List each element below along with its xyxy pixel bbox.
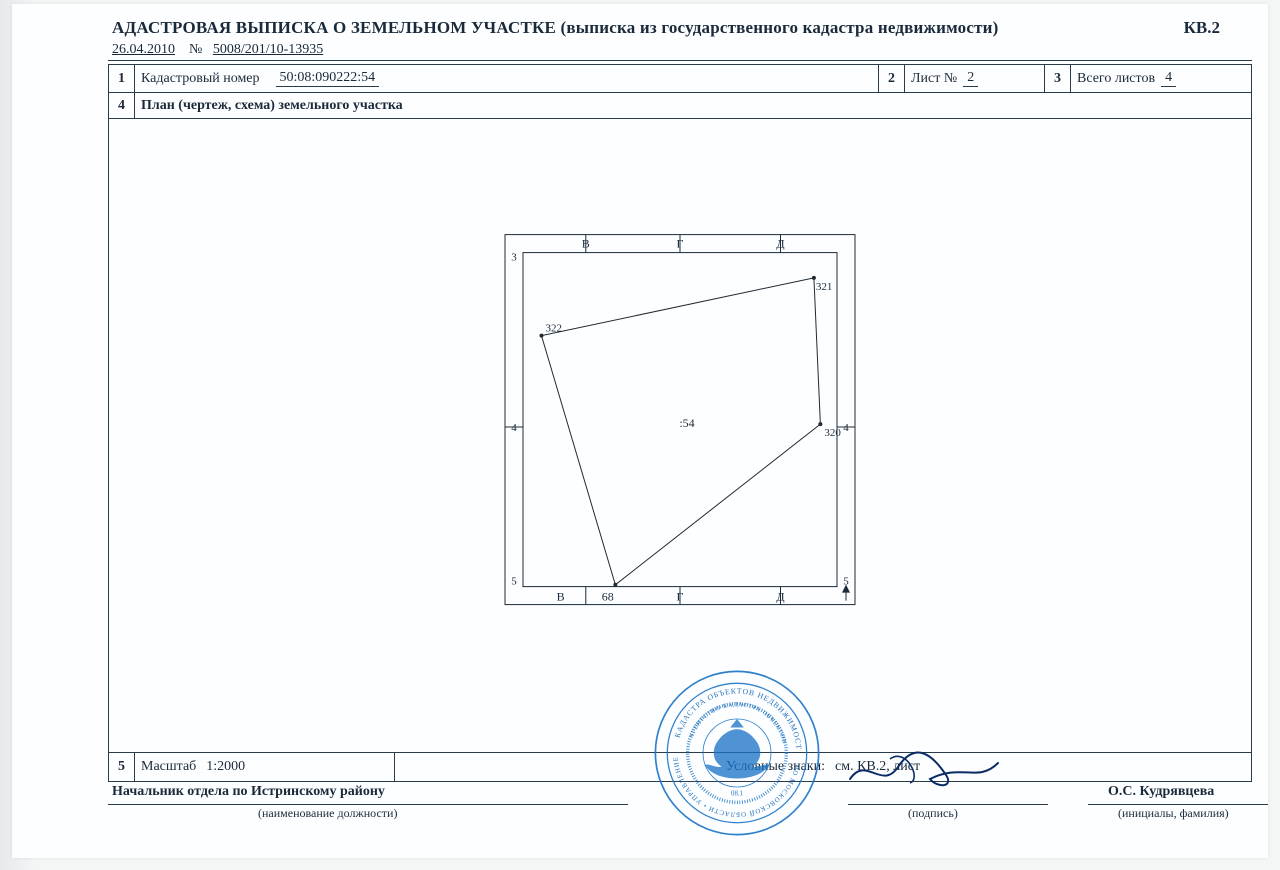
svg-text:Д: Д xyxy=(776,589,784,603)
row-plan-title: 4 План (чертеж, схема) земельного участк… xyxy=(109,93,1251,119)
sheet-label: Лист № xyxy=(911,71,957,87)
plan-svg: ВГДВ68ГД34545321320322:54 xyxy=(490,214,870,624)
document-header: АДАСТРОВАЯ ВЫПИСКА О ЗЕМЕЛЬНОМ УЧАСТКЕ (… xyxy=(112,18,1228,58)
title-main: АДАСТРОВАЯ ВЫПИСКА О ЗЕМЕЛЬНОМ УЧАСТКЕ xyxy=(112,18,556,37)
svg-text:Г: Г xyxy=(677,236,684,250)
ref-value: 5008/201/10-13935 xyxy=(213,42,323,57)
svg-text:Г: Г xyxy=(677,589,684,603)
row-cadastral: 1 Кадастровый номер 50:08:090222:54 2 Ли… xyxy=(109,65,1251,93)
svg-text::54: :54 xyxy=(679,416,694,430)
document-page: АДАСТРОВАЯ ВЫПИСКА О ЗЕМЕЛЬНОМ УЧАСТКЕ (… xyxy=(12,4,1268,858)
sign-caption: (подпись) xyxy=(908,806,958,821)
cad-value: 50:08:090222:54 xyxy=(276,70,380,87)
svg-text:Д: Д xyxy=(776,236,784,250)
plan-label: План (чертеж, схема) земельного участка xyxy=(135,93,1251,118)
form-code: КВ.2 xyxy=(1184,18,1220,38)
total-value: 4 xyxy=(1161,70,1176,87)
svg-text:322: 322 xyxy=(545,322,562,334)
signature-icon xyxy=(842,746,1002,796)
post-caption: (наименование должности) xyxy=(258,806,397,821)
title-paren: (выписка из государственного кадастра не… xyxy=(561,18,999,37)
scale-value: 1:2000 xyxy=(206,759,245,775)
scale-label: Масштаб xyxy=(141,759,196,775)
cell-n4: 4 xyxy=(109,93,135,118)
header-date: 26.04.2010 xyxy=(112,42,175,57)
name-caption: (инициалы, фамилия) xyxy=(1118,806,1229,821)
svg-text:5: 5 xyxy=(511,575,517,587)
total-label: Всего листов xyxy=(1077,71,1155,87)
post-title: Начальник отдела по Истринскому району xyxy=(112,784,385,800)
svg-text:68: 68 xyxy=(602,589,614,603)
svg-text:4: 4 xyxy=(843,422,849,434)
svg-text:3: 3 xyxy=(511,251,517,263)
cell-n1: 1 xyxy=(109,65,135,92)
svg-text:08.1: 08.1 xyxy=(731,791,743,798)
official-stamp-icon: КАДАСТРА ОБЪЕКТОВ НЕДВИЖИМОСТИ ПО МОСКОВ… xyxy=(652,668,822,838)
cell-n2: 2 xyxy=(879,65,905,92)
svg-text:321: 321 xyxy=(816,280,833,292)
cell-n3: 3 xyxy=(1045,65,1071,92)
cad-label: Кадастровый номер xyxy=(141,71,260,87)
svg-text:4: 4 xyxy=(511,422,517,434)
plan-area: ВГДВ68ГД34545321320322:54 xyxy=(109,119,1251,753)
svg-text:В: В xyxy=(582,236,590,250)
ref-label: № xyxy=(189,42,202,57)
svg-text:В: В xyxy=(557,589,565,603)
signer-name: О.С. Кудрявцева xyxy=(1108,784,1214,800)
sheet-value: 2 xyxy=(963,70,978,87)
svg-text:320: 320 xyxy=(824,427,841,439)
cell-n5: 5 xyxy=(109,753,135,781)
